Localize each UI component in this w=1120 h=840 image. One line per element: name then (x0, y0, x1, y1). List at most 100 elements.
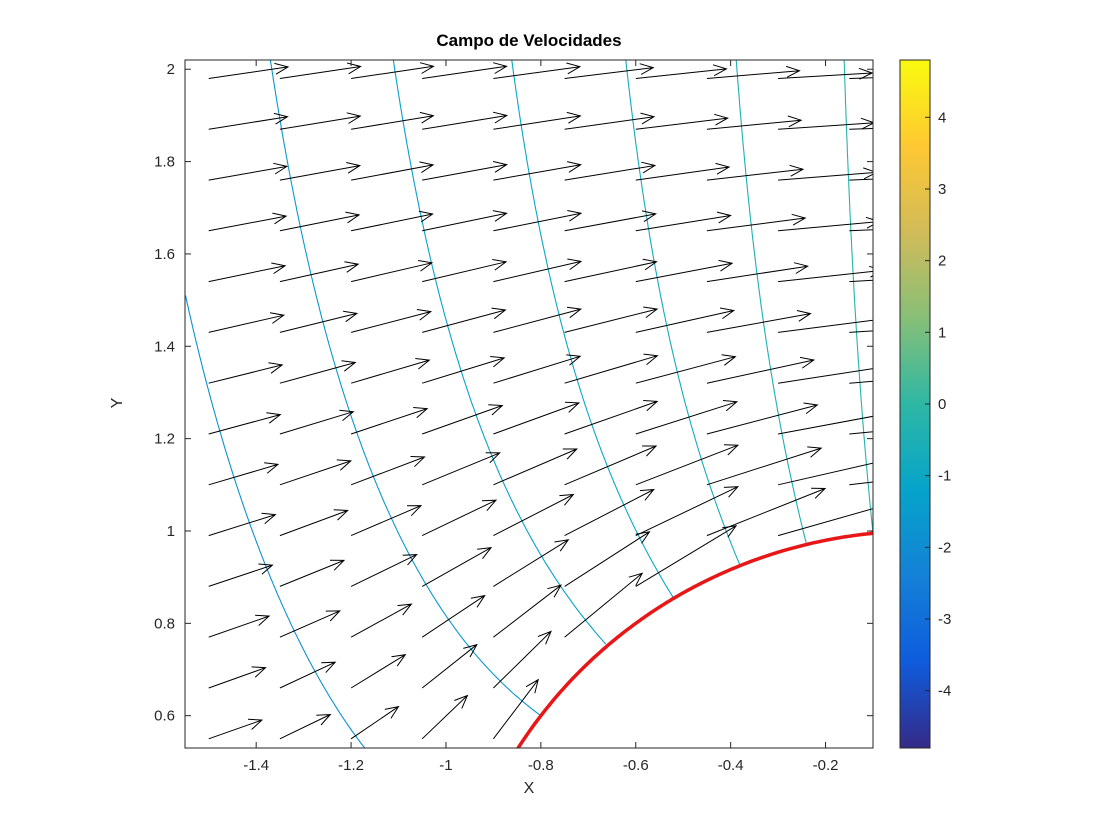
x-tick-label: -1 (439, 757, 452, 774)
velocity-arrow (351, 62, 435, 79)
x-tick-label: -0.4 (718, 757, 744, 774)
velocity-arrow (778, 167, 873, 181)
velocity-arrow (279, 610, 341, 638)
velocity-arrow (350, 505, 423, 537)
velocity-arrow (564, 161, 657, 181)
velocity-arrow (351, 161, 435, 181)
contour-line (392, 60, 607, 645)
velocity-arrow (351, 111, 435, 130)
velocity-arrow (493, 678, 539, 740)
colorbar-tick-label: 1 (938, 324, 946, 341)
velocity-arrow (422, 404, 504, 435)
velocity-arrow (279, 661, 337, 689)
velocity-arrow (564, 210, 657, 232)
velocity-arrow (564, 353, 659, 384)
velocity-arrow (350, 654, 407, 689)
velocity-arrow (350, 260, 434, 283)
velocity-arrow (350, 705, 400, 740)
y-tick-label: 1.4 (154, 338, 175, 355)
contour-line (843, 60, 873, 534)
velocity-arrow (777, 462, 873, 486)
velocity-arrow (706, 310, 812, 333)
x-tick-label: -0.8 (528, 757, 554, 774)
velocity-arrow (493, 401, 581, 435)
velocity-arrow (493, 62, 582, 79)
velocity-arrow (706, 356, 816, 384)
velocity-arrow (564, 306, 659, 333)
velocity-arrow (350, 309, 433, 333)
velocity-arrow (493, 584, 563, 638)
velocity-arrow (635, 354, 737, 384)
colorbar-tick-label: -4 (938, 683, 951, 700)
velocity-arrow (564, 445, 658, 486)
velocity-arrow (421, 594, 486, 638)
velocity-arrow (421, 643, 478, 689)
velocity-arrow (493, 306, 583, 333)
y-tick-label: 1.6 (154, 246, 175, 263)
velocity-arrow (422, 452, 501, 486)
colorbar-tick-label: 2 (938, 253, 946, 270)
velocity-arrow (849, 330, 873, 333)
x-axis-label: X (523, 780, 535, 797)
velocity-arrow (706, 262, 809, 283)
velocity-arrow (777, 508, 873, 537)
colorbar-tick-label: -1 (938, 468, 951, 485)
velocity-arrow (849, 279, 873, 283)
velocity-arrow (208, 362, 284, 384)
velocity-arrow (279, 409, 355, 435)
velocity-arrow (350, 554, 418, 587)
velocity-arrow (849, 178, 873, 181)
velocity-arrow (350, 456, 426, 486)
velocity-arrow (350, 407, 429, 435)
colorbar-tick-label: -3 (938, 611, 951, 628)
colorbar-tick-label: 3 (938, 181, 946, 198)
velocity-arrow (208, 412, 282, 435)
contour-line (511, 60, 674, 599)
y-tick-label: 1.8 (154, 154, 175, 171)
velocity-arrow (493, 161, 582, 181)
velocity-arrow (279, 162, 362, 181)
chart-title: Campo de Velocidades (436, 31, 622, 50)
velocity-arrow (422, 161, 508, 181)
velocity-arrow (208, 563, 274, 587)
velocity-arrow (706, 213, 807, 232)
velocity-arrow (564, 258, 658, 283)
velocity-arrow (208, 212, 288, 232)
velocity-arrow (706, 446, 823, 486)
cylinder-boundary-group (516, 531, 873, 748)
velocity-arrow (422, 62, 508, 79)
velocity-arrow (778, 67, 873, 80)
colorbar-tick-label: 0 (938, 396, 946, 413)
velocity-arrow (706, 115, 803, 130)
velocity-arrow (849, 77, 873, 79)
velocity-arrow (778, 315, 873, 333)
velocity-arrow (635, 400, 739, 435)
velocity-arrow (422, 111, 509, 130)
velocity-arrow (635, 162, 731, 181)
velocity-arrow (493, 210, 583, 232)
velocity-arrow (564, 400, 659, 435)
velocity-arrow (493, 539, 570, 587)
velocity-arrow (564, 572, 644, 638)
velocity-arrow (279, 261, 360, 283)
velocity-arrow (350, 603, 413, 638)
velocity-arrow (706, 487, 827, 537)
velocity-arrow (635, 307, 736, 333)
velocity-arrow (422, 356, 506, 384)
velocity-arrow (706, 65, 801, 79)
velocity-arrow (778, 265, 873, 283)
cylinder-boundary (516, 531, 873, 748)
velocity-arrow (279, 559, 346, 587)
velocity-arrow (493, 630, 552, 689)
velocity-arrow (778, 216, 873, 232)
velocity-arrow (706, 164, 805, 181)
equipotential-contours (185, 60, 873, 748)
velocity-arrow (635, 64, 728, 79)
velocity-arrow (422, 259, 508, 283)
velocity-arrow (279, 211, 361, 232)
velocity-arrow (350, 210, 434, 232)
colorbar-tick-label: -2 (938, 539, 951, 556)
velocity-arrow (350, 358, 431, 384)
velocity-arrow (208, 512, 277, 537)
